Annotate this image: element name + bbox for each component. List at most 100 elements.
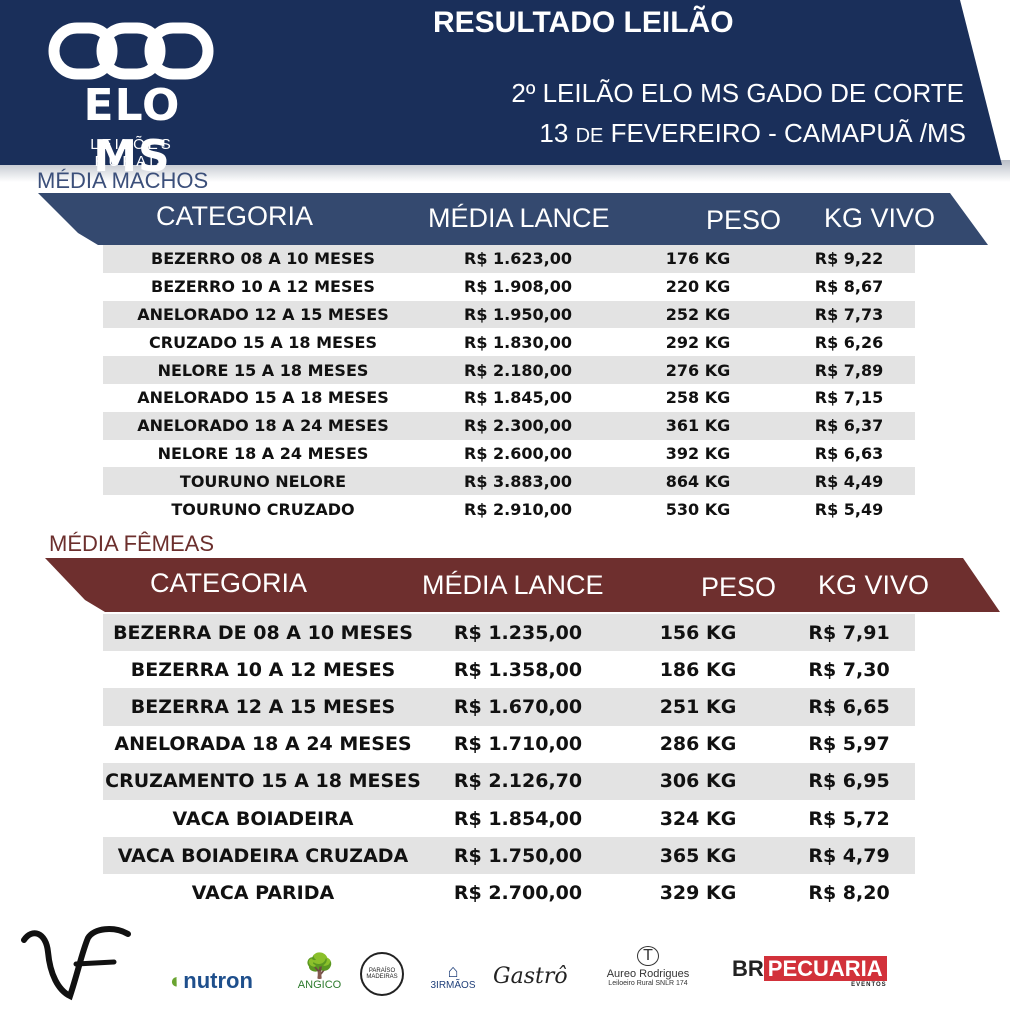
machos-header-bar: CATEGORIA MÉDIA LANCE PESO KG VIVO: [38, 193, 988, 245]
table-row: CRUZADO 15 A 18 MESES R$ 1.830,00 292 KG R$…: [103, 328, 915, 356]
logo-name: ELO MS: [83, 80, 181, 182]
cell-kg-vivo: R$ 8,20: [808, 881, 890, 904]
cell-kg-vivo: R$ 5,97: [808, 733, 890, 756]
table-row: TOURUNO CRUZADO R$ 2.910,00 530 KG R$ 5,49: [103, 495, 915, 523]
tres-irmaos-logo: ⌂ 3IRMÃOS: [428, 962, 478, 991]
br-pecuaria-name: PECUARIA: [763, 956, 887, 981]
tree-icon: 🌳: [304, 953, 335, 980]
br-pecuaria-br: BR: [732, 956, 764, 981]
col-media-lance: MÉDIA LANCE: [422, 570, 604, 600]
nutron-leaf-icon: ◐: [170, 968, 184, 993]
cell-kg-vivo: R$ 5,49: [814, 499, 884, 519]
machos-section-title: MÉDIA MACHOS: [37, 168, 209, 193]
cell-media-lance: R$ 2.700,00: [453, 881, 583, 904]
cell-media-lance: R$ 2.300,00: [423, 411, 613, 440]
event-date-rest: FEVEREIRO - CAMAPUÃ /MS: [610, 118, 966, 148]
cell-categoria: ANELORADO 12 A 15 MESES: [103, 300, 423, 329]
logo-subtitle: LEILÕES RURAIS: [90, 136, 174, 170]
cell-peso: 530 KG: [665, 499, 731, 519]
table-row: BEZERRO 08 A 10 MESES R$ 1.623,00 176 KG R$…: [103, 245, 915, 273]
cell-media-lance: R$ 2.910,00: [464, 499, 572, 519]
cell-categoria: BEZERRA 10 A 12 MESES: [130, 658, 396, 681]
angico-logo: 🌳 ANGICO: [292, 953, 347, 992]
event-name: 2º LEILÃO ELO MS GADO DE CORTE: [511, 78, 964, 108]
col-peso: PESO: [701, 572, 777, 602]
table-row: ANELORADO 15 A 18 MESES R$ 1.845,00 258 KG…: [103, 384, 915, 412]
cell-media-lance: R$ 2.126,70: [423, 762, 613, 800]
header-shadow: [0, 160, 1010, 182]
cell-media-lance: R$ 1.750,00: [423, 837, 613, 875]
cell-categoria: BEZERRA 12 A 15 MESES: [103, 688, 423, 726]
cell-peso: 251 KG: [613, 688, 783, 726]
aureo-monogram-icon: T: [637, 946, 659, 966]
col-media-lance: MÉDIA LANCE: [428, 203, 610, 233]
event-date-de: DE: [575, 125, 604, 147]
cell-kg-vivo: R$ 9,22: [783, 245, 915, 273]
cell-kg-vivo: R$ 6,65: [783, 688, 915, 726]
cell-media-lance: R$ 1.358,00: [453, 658, 583, 681]
vf-signature-logo-icon: [21, 926, 131, 1001]
col-kg-vivo: KG VIVO: [818, 570, 930, 600]
cell-peso: 156 KG: [613, 614, 783, 652]
col-peso: PESO: [706, 205, 782, 235]
machos-table: BEZERRO 08 A 10 MESES R$ 1.623,00 176 KG R$…: [103, 245, 915, 523]
cell-peso: 365 KG: [613, 837, 783, 875]
table-row: VACA BOIADEIRA R$ 1.854,00 324 KG R$ 5,72: [103, 800, 915, 837]
cell-peso: 329 KG: [659, 881, 737, 904]
table-row: BEZERRA 10 A 12 MESES R$ 1.358,00 186 KG R$…: [103, 651, 915, 688]
cell-categoria: CRUZAMENTO 15 A 18 MESES: [103, 762, 423, 800]
femeas-table: BEZERRA DE 08 A 10 MESES R$ 1.235,00 156 K…: [103, 614, 915, 912]
cell-media-lance: R$ 1.670,00: [423, 688, 613, 726]
cell-kg-vivo: R$ 6,26: [814, 332, 884, 352]
aureo-label: Aureo Rodrigues: [606, 968, 690, 980]
cell-media-lance: R$ 1.623,00: [423, 245, 613, 273]
cell-kg-vivo: R$ 6,37: [783, 411, 915, 440]
cell-peso: 864 KG: [613, 467, 783, 496]
table-row: BEZERRA 12 A 15 MESES R$ 1.670,00 251 KG R$…: [103, 688, 915, 726]
br-pecuaria-logo: BR PECUARIA EVENTOS: [732, 956, 887, 988]
table-row: ANELORADO 12 A 15 MESES R$ 1.950,00 252 KG…: [103, 300, 915, 329]
chain-logo-icon: [48, 22, 214, 80]
table-row: ANELORADO 18 A 24 MESES R$ 2.300,00 361 KG…: [103, 411, 915, 440]
cell-media-lance: R$ 1.854,00: [453, 807, 583, 830]
cell-categoria: ANELORADO 18 A 24 MESES: [103, 411, 423, 440]
tres-irmaos-label: 3IRMÃOS: [430, 980, 476, 991]
house-icon: ⌂: [447, 961, 459, 981]
cell-peso: 292 KG: [665, 332, 731, 352]
cell-media-lance: R$ 1.710,00: [453, 733, 583, 756]
cell-kg-vivo: R$ 6,95: [783, 762, 915, 800]
table-row: TOURUNO NELORE R$ 3.883,00 864 KG R$ 4,49: [103, 467, 915, 496]
cell-media-lance: R$ 2.600,00: [464, 443, 572, 463]
cell-kg-vivo: R$ 8,67: [814, 277, 884, 297]
cell-categoria: TOURUNO NELORE: [103, 467, 423, 496]
femeas-header-bar: CATEGORIA MÉDIA LANCE PESO KG VIVO: [45, 558, 1000, 612]
event-day: 13: [539, 118, 569, 148]
nutron-label: nutron: [183, 968, 253, 993]
col-categoria: CATEGORIA: [150, 568, 308, 598]
table-row: CRUZAMENTO 15 A 18 MESES R$ 2.126,70 306 K…: [103, 762, 915, 800]
cell-peso: 392 KG: [665, 443, 731, 463]
cell-categoria: TOURUNO CRUZADO: [171, 499, 355, 519]
cell-peso: 176 KG: [613, 245, 783, 273]
table-row: VACA BOIADEIRA CRUZADA R$ 1.750,00 365 KG R…: [103, 837, 915, 875]
cell-categoria: BEZERRO 10 A 12 MESES: [151, 277, 375, 297]
page-title: RESULTADO LEILÃO: [433, 6, 734, 39]
table-row: NELORE 18 A 24 MESES R$ 2.600,00 392 KG R$ …: [103, 440, 915, 468]
cell-categoria: ANELORADA 18 A 24 MESES: [114, 733, 412, 756]
aureo-rodrigues-logo: T Aureo Rodrigues Leiloeiro Rural SNLR 1…: [598, 946, 698, 987]
cell-media-lance: R$ 1.908,00: [464, 277, 572, 297]
cell-peso: 276 KG: [613, 356, 783, 384]
cell-categoria: CRUZADO 15 A 18 MESES: [149, 332, 377, 352]
gastro-logo: Gastrô: [493, 964, 568, 989]
cell-kg-vivo: R$ 7,73: [783, 300, 915, 329]
cell-kg-vivo: R$ 4,79: [783, 837, 915, 875]
cell-peso: 258 KG: [665, 388, 731, 408]
col-kg-vivo: KG VIVO: [824, 203, 936, 233]
cell-categoria: VACA PARIDA: [191, 881, 335, 904]
cell-kg-vivo: R$ 5,72: [808, 807, 890, 830]
cell-media-lance: R$ 1.830,00: [464, 332, 572, 352]
cell-peso: 324 KG: [659, 807, 737, 830]
br-pecuaria-sub: EVENTOS: [851, 982, 887, 988]
cell-peso: 252 KG: [613, 300, 783, 329]
table-row: BEZERRO 10 A 12 MESES R$ 1.908,00 220 KG R$…: [103, 273, 915, 301]
